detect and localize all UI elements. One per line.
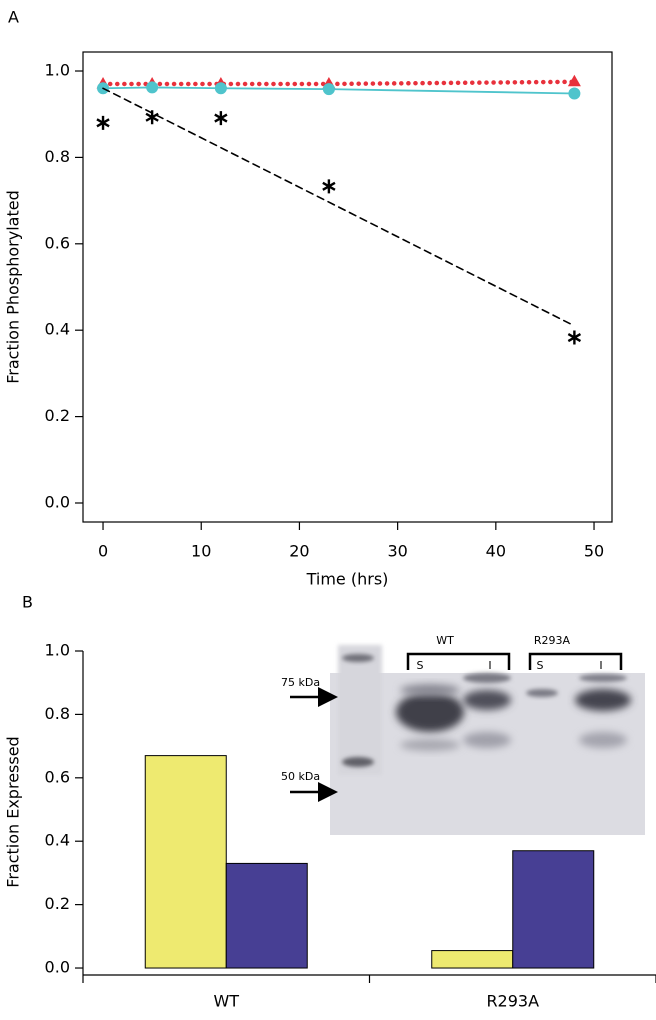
- x-tick-label: WT: [213, 992, 239, 1011]
- point: [214, 82, 227, 95]
- x-tick-label: R293A: [486, 992, 539, 1011]
- marker-label: 75 kDa: [281, 676, 320, 689]
- plot-frame: [82, 51, 613, 523]
- point: [322, 179, 336, 194]
- y-tick-label: 0.6: [45, 233, 70, 252]
- y-tick-label: 0.4: [45, 320, 70, 339]
- y-tick-label: 1.0: [45, 641, 70, 660]
- x-tick-label: 20: [289, 542, 309, 561]
- fraction-label: S: [537, 659, 544, 672]
- y-tick-label: 0.8: [45, 704, 70, 723]
- y-tick-label: 0.2: [45, 406, 70, 425]
- x-tick-label: 40: [486, 542, 506, 561]
- fraction-label: S: [417, 659, 424, 672]
- x-tick-label: 0: [98, 542, 108, 561]
- series-line: [100, 79, 577, 87]
- y-tick-label: 0.0: [45, 492, 70, 511]
- x-tick-label: 50: [584, 542, 604, 561]
- point: [568, 87, 581, 100]
- lane-label: R293A: [534, 634, 571, 647]
- bar: [225, 862, 308, 969]
- x-tick-label: 30: [387, 542, 407, 561]
- y-tick-label: 0.4: [45, 831, 70, 850]
- bar: [431, 950, 514, 969]
- y-tick-label: 0.6: [45, 767, 70, 786]
- x-axis-label: Time (hrs): [306, 570, 389, 589]
- lane-label: WT: [436, 634, 454, 647]
- gel-inset: WT S I R293A S I 75 kDa 50 kDa: [281, 634, 645, 835]
- y-tick-label: 0.8: [45, 147, 70, 166]
- point: [214, 111, 228, 126]
- series-line: [102, 87, 576, 327]
- bar: [512, 850, 595, 969]
- panel-label: A: [8, 8, 19, 27]
- marker-label: 50 kDa: [281, 770, 320, 783]
- y-tick-label: 1.0: [45, 61, 70, 80]
- point: [146, 81, 159, 94]
- y-axis-label: Fraction Expressed: [4, 736, 23, 887]
- panel-label: B: [22, 593, 33, 612]
- fraction-label: I: [599, 659, 602, 672]
- point: [96, 115, 110, 130]
- fraction-label: I: [488, 659, 491, 672]
- point: [567, 74, 581, 87]
- series-line: [102, 86, 576, 95]
- x-tick-label: 10: [191, 542, 211, 561]
- point: [322, 83, 335, 96]
- y-tick-label: 0.0: [45, 958, 70, 977]
- y-axis-label: Fraction Phosphorylated: [4, 190, 23, 384]
- bar: [144, 755, 227, 969]
- point: [567, 330, 582, 345]
- y-tick-label: 0.2: [45, 894, 70, 913]
